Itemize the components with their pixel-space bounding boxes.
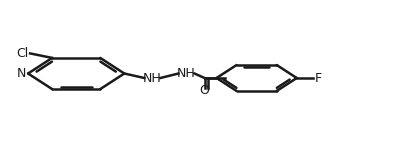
Text: Cl: Cl [16,47,28,60]
Text: O: O [200,84,209,96]
Text: NH: NH [177,67,196,80]
Text: N: N [17,67,26,80]
Text: F: F [315,72,322,84]
Text: NH: NH [143,72,162,84]
